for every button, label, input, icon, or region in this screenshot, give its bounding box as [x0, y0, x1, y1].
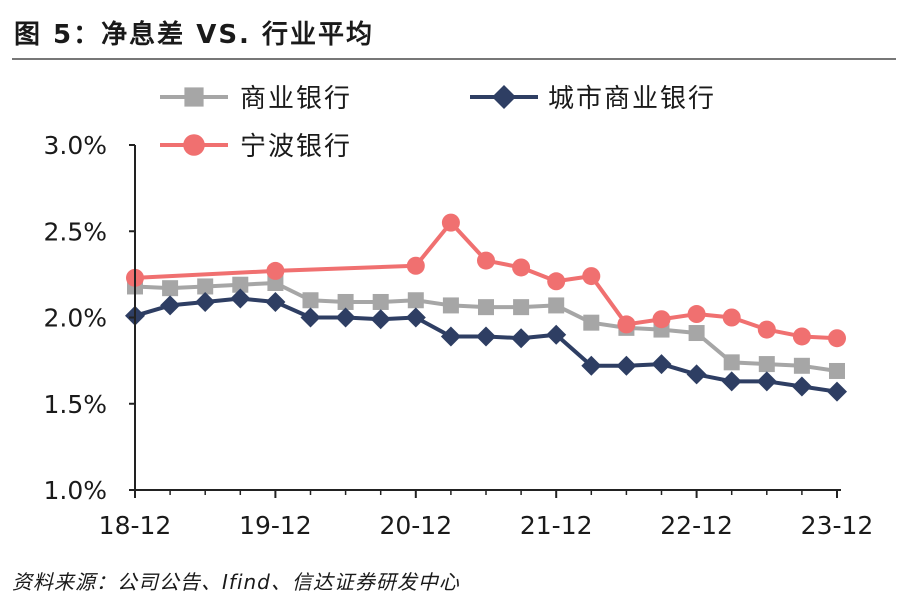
data-point: [756, 371, 777, 392]
data-point: [791, 376, 812, 397]
data-point: [688, 325, 705, 342]
data-point: [232, 276, 249, 293]
legend-swatch-marker: [183, 134, 205, 156]
title-divider: [12, 58, 896, 60]
data-point: [300, 307, 321, 328]
data-point: [230, 288, 251, 309]
x-tick-label: 19-12: [239, 511, 312, 540]
x-tick-label: 21-12: [520, 511, 593, 540]
series-ningbo-bank: [126, 213, 846, 348]
data-point: [617, 315, 636, 334]
data-point: [477, 251, 495, 270]
data-point: [757, 320, 776, 339]
data-point: [513, 299, 530, 316]
data-point: [267, 275, 284, 291]
data-point: [686, 364, 707, 385]
y-tick-label: 2.5%: [43, 217, 107, 246]
data-point: [722, 308, 741, 327]
data-point: [195, 291, 216, 312]
legend-item: 城市商业银行: [470, 84, 716, 114]
data-point: [406, 256, 425, 275]
data-point: [546, 324, 567, 345]
data-point: [828, 329, 846, 348]
data-point: [652, 310, 671, 329]
data-point: [337, 293, 354, 310]
data-point: [370, 309, 391, 330]
data-point: [160, 295, 181, 316]
legend-label: 城市商业银行: [548, 84, 716, 114]
data-point: [266, 261, 285, 280]
data-point: [827, 381, 847, 402]
x-tick-label: 20-12: [379, 511, 452, 540]
y-tick-label: 3.0%: [43, 131, 107, 160]
legend-swatch-marker: [184, 87, 204, 107]
legend-label: 商业银行: [240, 84, 352, 114]
data-point: [407, 292, 424, 309]
y-tick-label: 1.0%: [43, 476, 107, 505]
data-point: [548, 297, 565, 314]
data-point: [162, 280, 179, 297]
x-tick-label: 18-12: [99, 511, 172, 540]
line-chart: 1.0% 1.5% 2.0% 2.5% 3.0% 18-12 19-12 20-12 21-12…: [43, 84, 874, 540]
data-point: [792, 327, 811, 346]
data-point: [721, 371, 742, 392]
figure-title: 图 5：净息差 VS. 行业平均: [14, 20, 374, 50]
y-tick-label: 1.5%: [43, 390, 107, 419]
data-point: [265, 291, 286, 312]
data-point: [758, 356, 775, 373]
x-tick-label: 22-12: [660, 511, 733, 540]
y-tick-label: 2.0%: [43, 304, 107, 333]
data-point: [651, 354, 672, 375]
data-point: [829, 362, 845, 379]
data-point: [581, 355, 602, 376]
data-point: [616, 355, 637, 376]
data-point: [793, 357, 810, 374]
x-tick-label: 23-12: [801, 511, 874, 540]
data-point: [478, 299, 494, 316]
data-point: [302, 292, 319, 309]
data-point: [583, 314, 600, 331]
data-point: [441, 213, 460, 232]
data-point: [547, 272, 566, 291]
data-point: [476, 326, 496, 347]
source-note: 资料来源：公司公告、Ifind、信达证券研发中心: [12, 570, 460, 594]
legend-label: 宁波银行: [240, 132, 352, 162]
data-point: [723, 354, 740, 371]
data-point: [511, 328, 532, 349]
data-point: [442, 297, 459, 314]
data-point: [405, 307, 426, 328]
data-point: [197, 278, 214, 295]
data-point: [335, 307, 356, 328]
legend-swatch-marker: [492, 85, 516, 109]
data-point: [512, 258, 531, 277]
data-point: [440, 326, 461, 347]
legend-item: 宁波银行: [160, 132, 352, 162]
data-point: [582, 267, 601, 286]
data-point: [687, 305, 706, 324]
legend-item: 商业银行: [160, 84, 352, 114]
data-point: [372, 293, 389, 310]
series-city-commercial-banks: [125, 288, 847, 402]
